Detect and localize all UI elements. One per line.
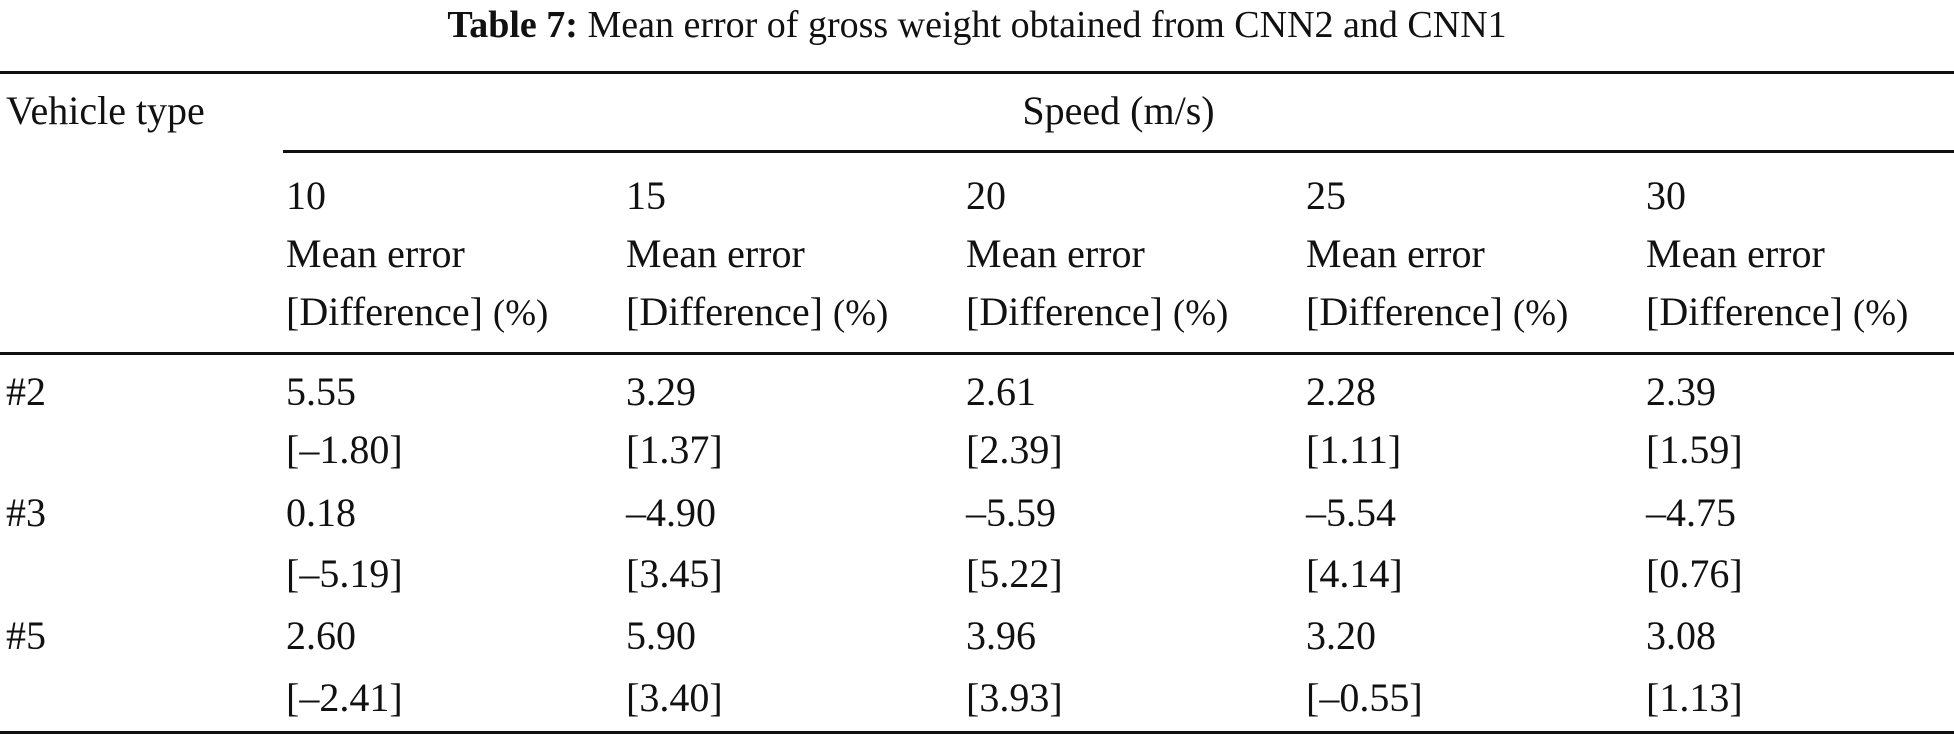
mean-error-cell: –5.54 [1306, 490, 1396, 535]
difference-cell: [1.37] [626, 427, 723, 472]
difference-cell: [2.39] [966, 427, 1063, 472]
col-difference-label: [Difference] (%) [966, 289, 1229, 334]
top-rule [0, 71, 1954, 74]
mean-error-cell: 3.29 [626, 369, 696, 414]
col-speed-25: 25 [1306, 173, 1346, 218]
vehicle-type-header: Vehicle type [6, 88, 205, 133]
col-difference-label: [Difference] (%) [286, 289, 549, 334]
col-mean-error-label: Mean error [626, 231, 805, 276]
header-rule [0, 352, 1954, 355]
mean-error-cell: 2.60 [286, 613, 356, 658]
difference-cell: [1.11] [1306, 427, 1402, 472]
difference-cell: [–1.80] [286, 427, 403, 472]
table-caption-text: Mean error of gross weight obtained from… [587, 4, 1507, 46]
difference-cell: [0.76] [1646, 551, 1743, 596]
col-speed-30: 30 [1646, 173, 1686, 218]
speed-group-header: Speed (m/s) [1022, 88, 1215, 133]
col-mean-error-label: Mean error [1306, 231, 1485, 276]
mean-error-cell: –4.75 [1646, 490, 1736, 535]
mean-error-cell: 3.96 [966, 613, 1036, 658]
col-mean-error-label: Mean error [286, 231, 465, 276]
difference-cell: [4.14] [1306, 551, 1403, 596]
mean-error-cell: 3.20 [1306, 613, 1376, 658]
col-difference-label: [Difference] (%) [1306, 289, 1569, 334]
col-speed-10: 10 [286, 173, 326, 218]
speed-header-rule [283, 150, 1954, 153]
difference-cell: [–2.41] [286, 675, 403, 720]
difference-cell: [–0.55] [1306, 675, 1423, 720]
difference-cell: [–5.19] [286, 551, 403, 596]
col-difference-label: [Difference] (%) [1646, 289, 1909, 334]
mean-error-cell: 5.55 [286, 369, 356, 414]
difference-cell: [5.22] [966, 551, 1063, 596]
mean-error-cell: 3.08 [1646, 613, 1716, 658]
col-mean-error-label: Mean error [966, 231, 1145, 276]
col-mean-error-label: Mean error [1646, 231, 1825, 276]
col-speed-15: 15 [626, 173, 666, 218]
vehicle-type-cell: #5 [6, 613, 46, 658]
col-difference-label: [Difference] (%) [626, 289, 889, 334]
vehicle-type-cell: #3 [6, 490, 46, 535]
difference-cell: [3.45] [626, 551, 723, 596]
difference-cell: [1.59] [1646, 427, 1743, 472]
mean-error-cell: 0.18 [286, 490, 356, 535]
mean-error-cell: 2.61 [966, 369, 1036, 414]
bottom-rule [0, 731, 1954, 734]
difference-cell: [3.93] [966, 675, 1063, 720]
col-speed-20: 20 [966, 173, 1006, 218]
mean-error-cell: 5.90 [626, 613, 696, 658]
mean-error-cell: –4.90 [626, 490, 716, 535]
difference-cell: [3.40] [626, 675, 723, 720]
table-caption-label: Table 7: [447, 4, 578, 46]
vehicle-type-cell: #2 [6, 369, 46, 414]
mean-error-cell: 2.39 [1646, 369, 1716, 414]
mean-error-cell: –5.59 [966, 490, 1056, 535]
difference-cell: [1.13] [1646, 675, 1743, 720]
mean-error-cell: 2.28 [1306, 369, 1376, 414]
table-caption: Table 7: Mean error of gross weight obta… [0, 2, 1954, 48]
